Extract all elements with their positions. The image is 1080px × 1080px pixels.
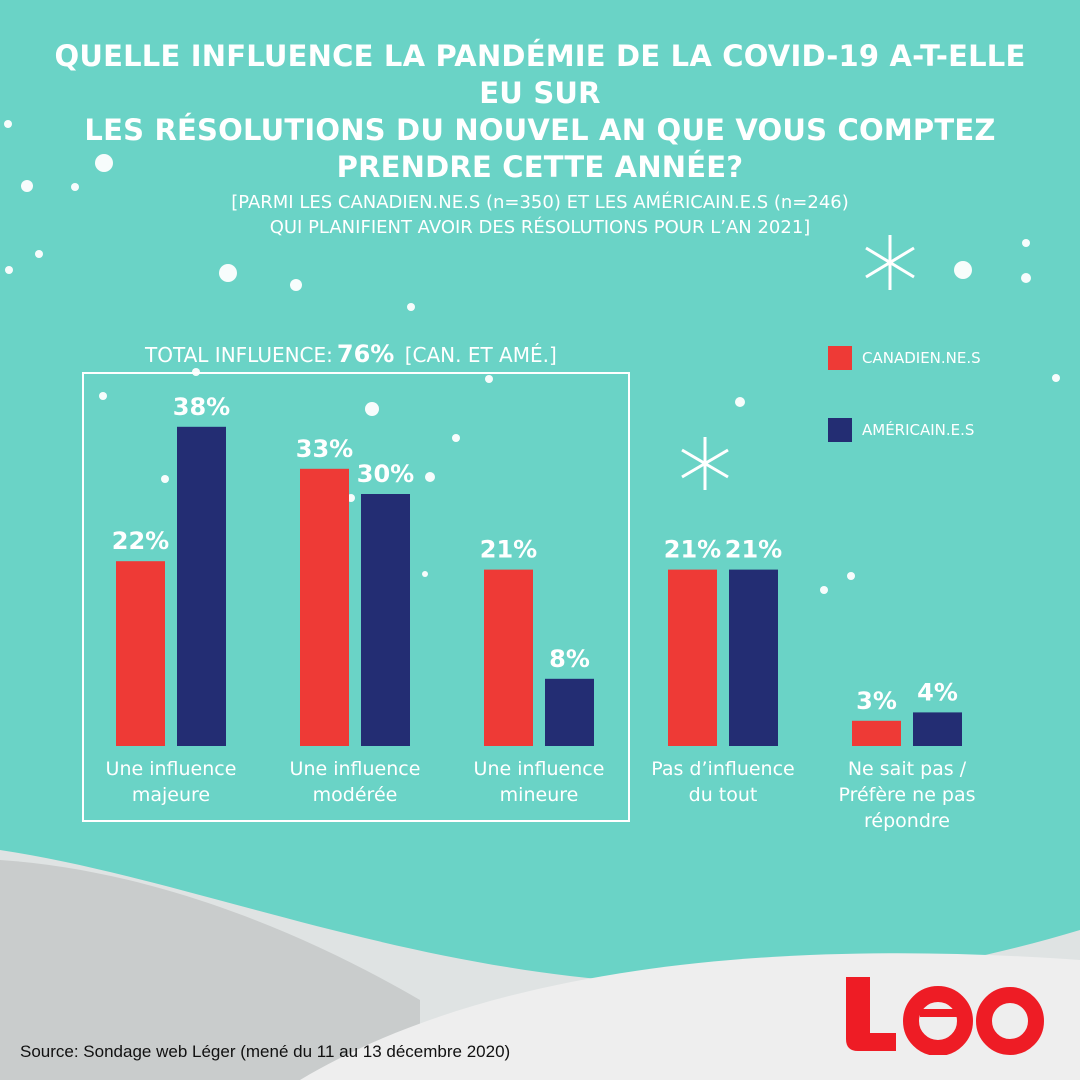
category-label: modérée [313,784,398,806]
value-label: 3% [856,687,897,715]
value-label: 4% [917,678,958,706]
category-label: Pas d’influence [651,758,794,780]
bar-americains [361,494,410,746]
chart-subtitle: [PARMI LES CANADIEN.NE.S (n=350) ET LES … [231,192,849,238]
bar-canadiens [484,569,533,746]
bar-americains [729,569,778,746]
bar-americains [177,426,226,746]
total-influence: TOTAL INFLUENCE: 76% [CAN. ET AMÉ.] [145,340,557,368]
category-label: mineure [500,784,579,806]
legend-swatch [828,418,852,442]
legend-swatch [828,346,852,370]
value-label: 21% [664,536,721,564]
category-label: Préfère ne pas [838,784,975,806]
value-label: 8% [549,645,590,673]
legend-item-canadiens: CANADIEN.NE.S [828,346,981,370]
value-label: 33% [296,435,353,463]
value-label: 38% [173,393,230,421]
chart-title: QUELLE INFLUENCE LA PANDÉMIE DE LA COVID… [54,39,1026,184]
source-note: Source: Sondage web Léger (mené du 11 au… [20,1042,511,1061]
category-label: Une influence [106,758,237,780]
category-label: du tout [689,784,758,806]
bar-canadiens [300,468,349,746]
category-label: Une influence [290,758,421,780]
bar-canadiens [668,569,717,746]
category-label: Une influence [474,758,605,780]
value-label: 21% [480,536,537,564]
bar-americains [545,678,594,746]
total-influence-box [82,372,630,822]
bar-canadiens [852,720,901,746]
legend-item-americains: AMÉRICAIN.E.S [828,418,974,442]
value-label: 21% [725,536,782,564]
category-label: majeure [132,784,210,806]
snowflake-icon [681,235,915,490]
value-label: 22% [112,527,169,555]
category-label: Ne sait pas / [848,758,967,780]
bar-canadiens [116,561,165,746]
leo-logo [846,977,1044,1055]
value-label: 30% [357,460,414,488]
bar-americains [913,712,962,746]
category-label: répondre [864,810,950,832]
